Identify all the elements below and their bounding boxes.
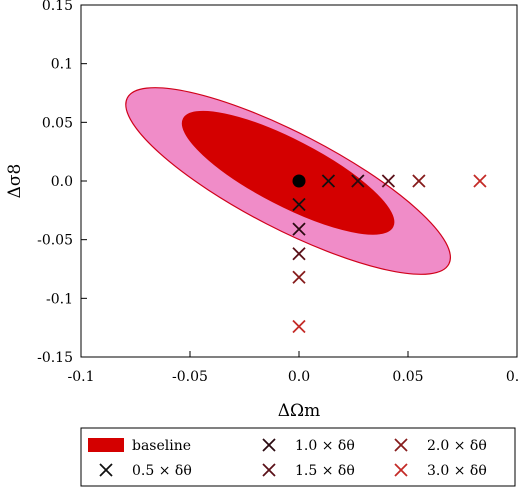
legend-frame [80, 427, 516, 487]
data-point-series-0-0 [321, 174, 336, 188]
y-tick-label: 0.15 [42, 0, 73, 14]
data-point-series-2-0-stroke-b [381, 174, 396, 188]
data-point-series-1-0-stroke-b [351, 174, 365, 188]
legend-patch-baseline [88, 438, 124, 452]
legend-marker-1 [99, 463, 113, 477]
data-point-series-2-1-stroke-b [292, 247, 306, 261]
legend-label: 1.5 × δθ [295, 463, 355, 479]
y-tick-label: -0.15 [37, 350, 73, 366]
data-point-series-0-0-stroke-b [321, 174, 336, 188]
contour-inner [181, 110, 395, 235]
data-point-series-0-1-stroke-b [292, 197, 306, 212]
x-tick-label: 0.05 [392, 369, 423, 385]
y-tick-label: 0.0 [51, 174, 73, 190]
legend-marker-5 [394, 463, 408, 477]
data-point-series-3-0 [412, 174, 426, 188]
fiducial-point [292, 174, 306, 188]
data-point-series-4-1 [292, 319, 306, 334]
legend-marker-4-stroke-b [394, 438, 408, 452]
x-tick-label: 0.1 [506, 369, 520, 385]
data-point-series-1-0 [351, 174, 365, 188]
legend-label: 2.0 × δθ [427, 438, 487, 454]
y-tick-label: -0.1 [46, 291, 73, 307]
data-point-series-0-1 [292, 197, 306, 212]
y-tick-label: 0.05 [42, 115, 73, 131]
legend-label: baseline [132, 438, 191, 454]
legend-marker-3 [262, 463, 276, 477]
data-point-series-4-0 [473, 174, 487, 188]
x-tick-label: -0.1 [68, 369, 95, 385]
data-point-series-3-0-stroke-b [412, 174, 426, 188]
data-point-series-1-1-stroke-b [292, 222, 306, 236]
legend-label: 3.0 × δθ [427, 463, 487, 479]
x-axis-label: ΔΩm [278, 401, 321, 421]
data-point-series-1-1 [292, 222, 306, 236]
legend-marker-3-stroke-b [262, 463, 276, 477]
data-point-series-3-1 [292, 270, 306, 284]
y-tick-label: -0.05 [37, 233, 73, 249]
data-point-series-4-1-stroke-b [292, 319, 306, 334]
legend-marker-2 [262, 438, 276, 452]
data-point-series-2-1 [292, 247, 306, 261]
legend-marker-2-stroke-b [262, 438, 276, 452]
y-axis-label: Δσ8 [5, 164, 25, 199]
x-tick-label: -0.05 [172, 369, 208, 385]
legend-label: 0.5 × δθ [132, 463, 192, 479]
legend-marker-1-stroke-b [99, 463, 113, 477]
legend-label: 1.0 × δθ [295, 438, 355, 454]
legend-marker-4 [394, 438, 408, 452]
data-point-series-4-0-stroke-b [473, 174, 487, 188]
y-tick-label: 0.1 [51, 57, 73, 73]
data-point-series-2-0 [381, 174, 396, 188]
legend-marker-5-stroke-b [394, 463, 408, 477]
x-tick-label: 0.0 [288, 369, 310, 385]
data-point-series-3-1-stroke-b [292, 270, 306, 284]
